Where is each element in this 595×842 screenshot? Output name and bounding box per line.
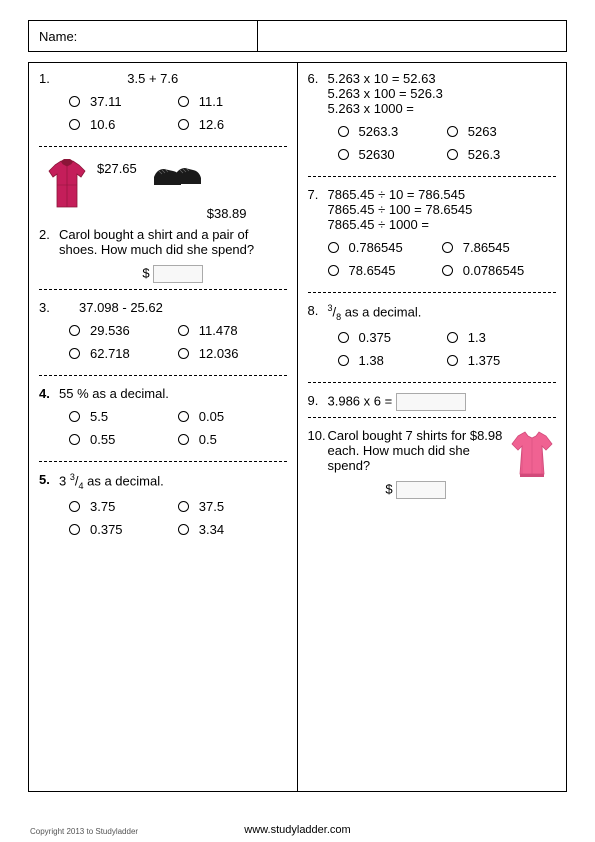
q1-opt-b[interactable]: 11.1 bbox=[178, 94, 287, 109]
q5-num: 5. bbox=[39, 472, 59, 487]
q8-opt-c[interactable]: 1.38 bbox=[338, 353, 447, 368]
q10-text: Carol bought 7 shirts for $8.98 each. Ho… bbox=[328, 428, 505, 473]
q8-opt-a[interactable]: 0.375 bbox=[338, 330, 447, 345]
q5-opt-b[interactable]: 37.5 bbox=[178, 499, 287, 514]
blouse-icon bbox=[508, 428, 556, 480]
q10-answer-input[interactable] bbox=[396, 481, 446, 499]
q5-text: 3 3/4 as a decimal. bbox=[59, 472, 287, 491]
q6-opt-a[interactable]: 5263.3 bbox=[338, 124, 447, 139]
q5-opt-c[interactable]: 0.375 bbox=[69, 522, 178, 537]
shirt-price: $27.65 bbox=[97, 161, 137, 176]
q3-opt-c[interactable]: 62.718 bbox=[69, 346, 178, 361]
q2-answer-input[interactable] bbox=[153, 265, 203, 283]
name-label: Name: bbox=[39, 29, 77, 44]
q1-opt-a[interactable]: 37.11 bbox=[69, 94, 178, 109]
shirt-icon bbox=[43, 157, 91, 212]
q7-opt-d[interactable]: 0.0786545 bbox=[442, 263, 556, 278]
q8-num: 8. bbox=[308, 303, 328, 318]
q6-opt-b[interactable]: 5263 bbox=[447, 124, 556, 139]
divider bbox=[39, 461, 287, 462]
footer-url: www.studyladder.com bbox=[0, 824, 595, 836]
divider bbox=[308, 382, 557, 383]
q1-opt-c[interactable]: 10.6 bbox=[69, 117, 178, 132]
shoes-icon bbox=[149, 157, 204, 197]
divider bbox=[39, 375, 287, 376]
question-10: 10. Carol bought 7 shirts for $8.98 each… bbox=[308, 428, 557, 499]
q6-line3: 5.263 x 1000 = bbox=[328, 101, 557, 116]
q4-text: 55 % as a decimal. bbox=[59, 386, 287, 401]
divider bbox=[308, 292, 557, 293]
question-4: 4. 55 % as a decimal. 5.5 0.05 0.55 0.5 bbox=[39, 386, 287, 455]
q6-line2: 5.263 x 100 = 526.3 bbox=[328, 86, 557, 101]
q8-text: 3/8 as a decimal. bbox=[328, 303, 557, 322]
q4-opt-a[interactable]: 5.5 bbox=[69, 409, 178, 424]
divider bbox=[308, 176, 557, 177]
question-8: 8. 3/8 as a decimal. 0.375 1.3 1.38 1.37… bbox=[308, 303, 557, 376]
left-column: 1. 3.5 + 7.6 37.11 11.1 10.6 12.6 bbox=[29, 63, 298, 791]
divider bbox=[308, 417, 557, 418]
q4-opt-c[interactable]: 0.55 bbox=[69, 432, 178, 447]
q7-opt-b[interactable]: 7.86545 bbox=[442, 240, 556, 255]
q5-opt-a[interactable]: 3.75 bbox=[69, 499, 178, 514]
q7-opt-c[interactable]: 78.6545 bbox=[328, 263, 442, 278]
question-6: 6. 5.263 x 10 = 52.63 5.263 x 100 = 526.… bbox=[308, 71, 557, 170]
q2-text: Carol bought a shirt and a pair of shoes… bbox=[59, 227, 287, 257]
right-column: 6. 5.263 x 10 = 52.63 5.263 x 100 = 526.… bbox=[298, 63, 567, 791]
q7-num: 7. bbox=[308, 187, 328, 202]
q10-ans-prefix: $ bbox=[385, 481, 392, 496]
q6-line1: 5.263 x 10 = 52.63 bbox=[328, 71, 557, 86]
divider bbox=[39, 146, 287, 147]
question-2: $27.65 $38.89 2. Carol bought a shirt an… bbox=[39, 157, 287, 283]
q5-opt-d[interactable]: 3.34 bbox=[178, 522, 287, 537]
question-5: 5. 3 3/4 as a decimal. 3.75 37.5 0.375 3… bbox=[39, 472, 287, 545]
question-9: 9. 3.986 x 6 = bbox=[308, 393, 557, 411]
q4-opt-b[interactable]: 0.05 bbox=[178, 409, 287, 424]
q6-opt-c[interactable]: 52630 bbox=[338, 147, 447, 162]
q4-num: 4. bbox=[39, 386, 59, 401]
question-1: 1. 3.5 + 7.6 37.11 11.1 10.6 12.6 bbox=[39, 71, 287, 140]
q7-line1: 7865.45 ÷ 10 = 786.545 bbox=[328, 187, 557, 202]
q3-num: 3. bbox=[39, 300, 59, 315]
q9-answer-input[interactable] bbox=[396, 393, 466, 411]
q2-ans-prefix: $ bbox=[142, 265, 149, 280]
question-7: 7. 7865.45 ÷ 10 = 786.545 7865.45 ÷ 100 … bbox=[308, 187, 557, 286]
q8-opt-b[interactable]: 1.3 bbox=[447, 330, 556, 345]
q1-num: 1. bbox=[39, 71, 59, 86]
q3-text: 37.098 - 25.62 bbox=[59, 300, 287, 315]
divider bbox=[39, 289, 287, 290]
name-box: Name: bbox=[28, 20, 567, 52]
q9-num: 9. bbox=[308, 393, 328, 408]
q1-text: 3.5 + 7.6 bbox=[59, 71, 287, 86]
q3-opt-b[interactable]: 11.478 bbox=[178, 323, 287, 338]
q7-line3: 7865.45 ÷ 1000 = bbox=[328, 217, 557, 232]
q2-num: 2. bbox=[39, 227, 59, 242]
q7-line2: 7865.45 ÷ 100 = 78.6545 bbox=[328, 202, 557, 217]
q8-opt-d[interactable]: 1.375 bbox=[447, 353, 556, 368]
q6-opt-d[interactable]: 526.3 bbox=[447, 147, 556, 162]
q1-opt-d[interactable]: 12.6 bbox=[178, 117, 287, 132]
q4-opt-d[interactable]: 0.5 bbox=[178, 432, 287, 447]
q7-opt-a[interactable]: 0.786545 bbox=[328, 240, 442, 255]
q6-num: 6. bbox=[308, 71, 328, 86]
q10-num: 10. bbox=[308, 428, 328, 443]
name-input[interactable] bbox=[257, 21, 556, 51]
q3-opt-d[interactable]: 12.036 bbox=[178, 346, 287, 361]
q3-opt-a[interactable]: 29.536 bbox=[69, 323, 178, 338]
q9-text: 3.986 x 6 = bbox=[328, 393, 393, 408]
worksheet: 1. 3.5 + 7.6 37.11 11.1 10.6 12.6 bbox=[28, 62, 567, 792]
question-3: 3. 37.098 - 25.62 29.536 11.478 62.718 1… bbox=[39, 300, 287, 369]
